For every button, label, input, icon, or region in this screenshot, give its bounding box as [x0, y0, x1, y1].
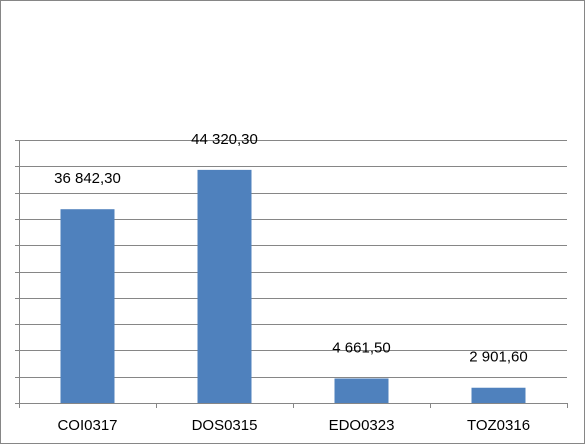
data-label-edo0323: 4 661,50 — [332, 339, 390, 356]
x-tick-label-toz0316: TOZ0316 — [467, 417, 530, 434]
bar-dos0315 — [197, 169, 252, 403]
x-tick-label-coi0317: COI0317 — [57, 417, 117, 434]
x-tick-labels: COI0317 DOS0315 EDO0323 TOZ0316 — [57, 417, 530, 434]
bars — [60, 169, 526, 403]
x-tick-label-dos0315: DOS0315 — [192, 417, 258, 434]
data-label-dos0315: 44 320,30 — [191, 131, 258, 148]
bar-edo0323 — [334, 378, 389, 403]
bar-toz0316 — [471, 387, 526, 403]
data-label-toz0316: 2 901,60 — [469, 349, 527, 366]
data-labels: 36 842,30 44 320,30 4 661,50 2 901,60 — [54, 131, 528, 366]
data-label-coi0317: 36 842,30 — [54, 170, 121, 187]
x-tick-label-edo0323: EDO0323 — [329, 417, 395, 434]
bar-coi0317 — [60, 209, 115, 403]
axes — [15, 140, 568, 408]
